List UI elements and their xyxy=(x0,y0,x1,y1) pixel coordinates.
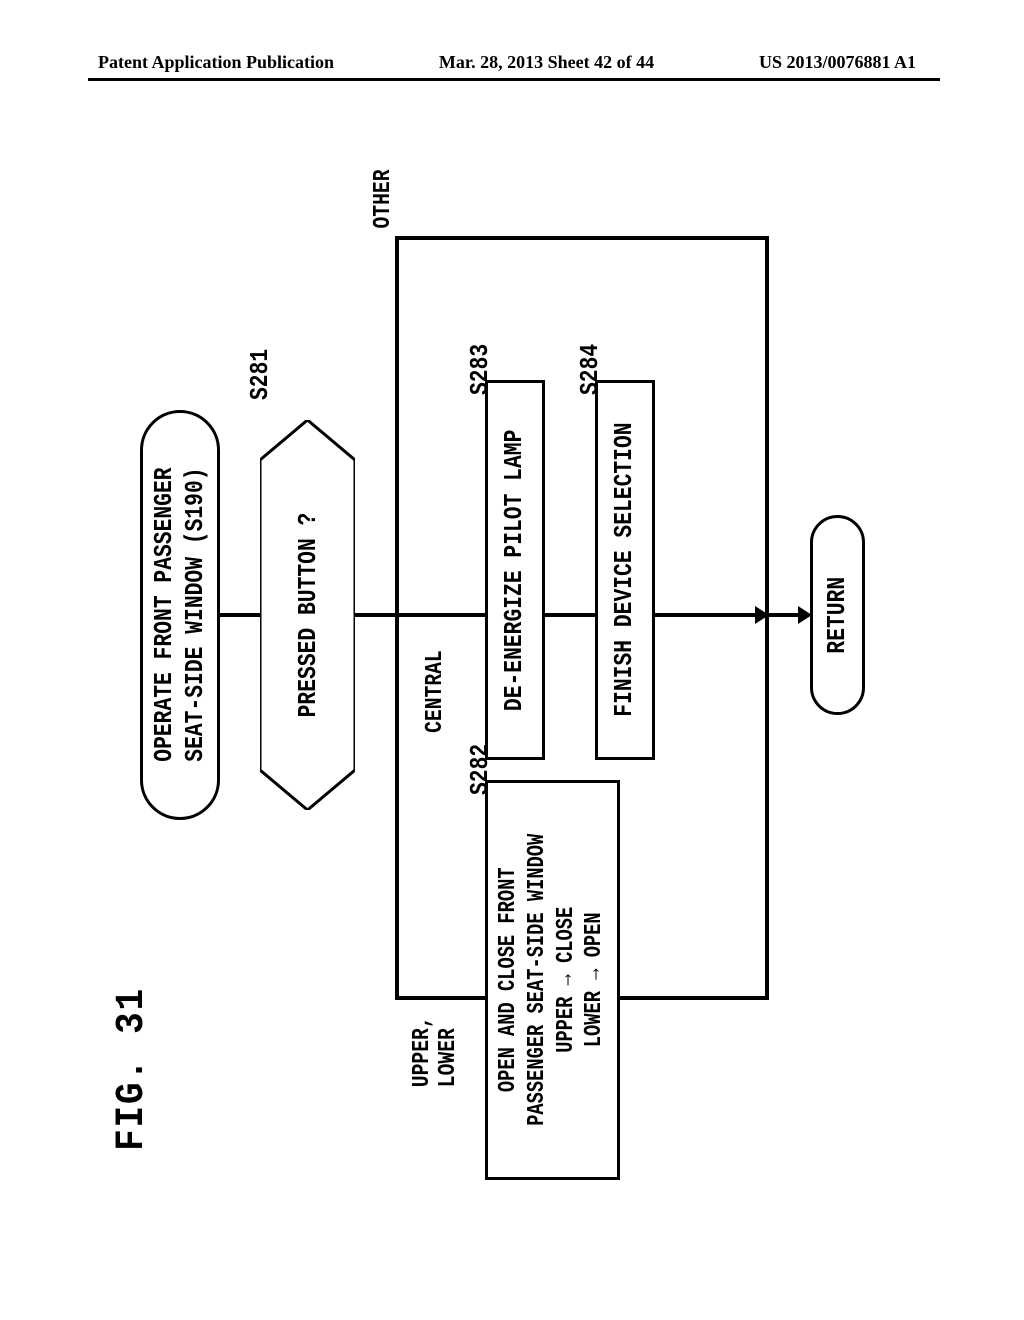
decision-text: PRESSED BUTTON ? xyxy=(260,455,355,775)
connector xyxy=(355,613,395,617)
s284-text: FINISH DEVICE SELECTION xyxy=(609,423,640,717)
header-divider xyxy=(88,78,940,81)
connector xyxy=(620,996,765,1000)
header-center: Mar. 28, 2013 Sheet 42 of 44 xyxy=(439,52,654,73)
start-terminator: OPERATE FRONT PASSENGER SEAT-SIDE WINDOW… xyxy=(140,410,220,820)
connector xyxy=(395,613,485,617)
connector xyxy=(655,613,765,617)
s282-line3: UPPER → CLOSE xyxy=(553,907,580,1053)
return-text: RETURN xyxy=(822,577,853,654)
header-right: US 2013/0076881 A1 xyxy=(759,52,916,73)
start-line1: OPERATE FRONT PASSENGER xyxy=(149,468,179,762)
figure-area: FIG. 31 OPERATE FRONT PASSENGER SEAT-SID… xyxy=(110,160,912,1190)
s283-text: DE-ENERGIZE PILOT LAMP xyxy=(499,429,530,710)
start-line2: SEAT-SIDE WINDOW (S190) xyxy=(180,468,210,762)
connector xyxy=(395,236,765,240)
branch-label-central: CENTRAL xyxy=(422,650,449,733)
header-left: Patent Application Publication xyxy=(98,52,334,73)
return-terminator: RETURN xyxy=(810,515,865,715)
connector xyxy=(220,613,260,617)
process-s284: FINISH DEVICE SELECTION xyxy=(595,380,655,760)
process-s282: OPEN AND CLOSE FRONT PASSENGER SEAT-SIDE… xyxy=(485,780,620,1180)
connector xyxy=(395,236,399,1000)
arrow-icon xyxy=(755,606,769,624)
decision-pressed-button: PRESSED BUTTON ? xyxy=(260,420,355,810)
connector xyxy=(545,613,595,617)
s282-line4: LOWER → OPEN xyxy=(581,913,608,1048)
branch-label-other: OTHER xyxy=(370,169,397,228)
process-s283: DE-ENERGIZE PILOT LAMP xyxy=(485,380,545,760)
connector xyxy=(395,996,485,1000)
s282-line1: OPEN AND CLOSE FRONT xyxy=(495,868,522,1093)
s282-line2: PASSENGER SEAT-SIDE WINDOW xyxy=(524,834,551,1126)
flowchart: FIG. 31 OPERATE FRONT PASSENGER SEAT-SID… xyxy=(110,160,912,1190)
step-label-s281: S281 xyxy=(245,349,275,400)
branch-label-upper-lower: UPPER,LOWER xyxy=(410,1016,463,1087)
figure-label: FIG. 31 xyxy=(110,987,155,1151)
